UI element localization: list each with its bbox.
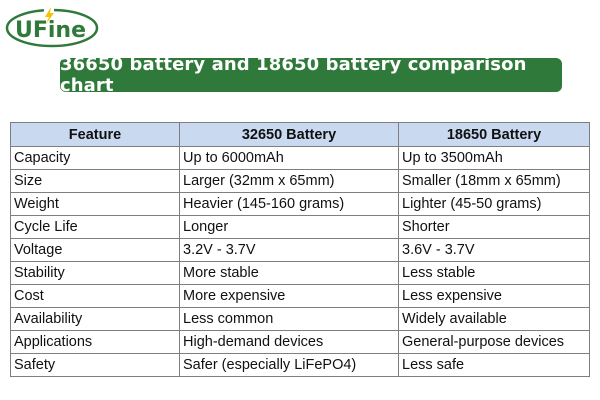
table-row: Weight Heavier (145-160 grams) Lighter (… <box>10 192 590 216</box>
battery-32650-cell: Up to 6000mAh <box>179 146 399 170</box>
battery-18650-cell: General-purpose devices <box>398 330 590 354</box>
battery-18650-cell: Widely available <box>398 307 590 331</box>
battery-18650-cell: Shorter <box>398 215 590 239</box>
feature-cell: Safety <box>10 353 180 377</box>
table-row: Stability More stable Less stable <box>10 261 590 285</box>
battery-32650-cell: Heavier (145-160 grams) <box>179 192 399 216</box>
battery-32650-cell: More stable <box>179 261 399 285</box>
feature-cell: Size <box>10 169 180 193</box>
table-row: Voltage 3.2V - 3.7V 3.6V - 3.7V <box>10 238 590 262</box>
feature-cell: Applications <box>10 330 180 354</box>
header-feature: Feature <box>10 122 180 147</box>
battery-18650-cell: Up to 3500mAh <box>398 146 590 170</box>
battery-32650-cell: More expensive <box>179 284 399 308</box>
feature-cell: Weight <box>10 192 180 216</box>
battery-18650-cell: Less stable <box>398 261 590 285</box>
logo-text: UFine <box>15 18 86 43</box>
feature-cell: Cycle Life <box>10 215 180 239</box>
table-row: Cost More expensive Less expensive <box>10 284 590 308</box>
header-18650: 18650 Battery <box>398 122 590 147</box>
battery-32650-cell: Less common <box>179 307 399 331</box>
battery-18650-cell: Less safe <box>398 353 590 377</box>
table-row: Capacity Up to 6000mAh Up to 3500mAh <box>10 146 590 170</box>
page-title: 36650 battery and 18650 battery comparis… <box>60 54 527 96</box>
feature-cell: Voltage <box>10 238 180 262</box>
table-row: Safety Safer (especially LiFePO4) Less s… <box>10 353 590 377</box>
table-row: Cycle Life Longer Shorter <box>10 215 590 239</box>
title-banner: 36650 battery and 18650 battery comparis… <box>60 54 562 96</box>
table-row: Size Larger (32mm x 65mm) Smaller (18mm … <box>10 169 590 193</box>
lightning-bolt-icon <box>45 7 54 24</box>
feature-cell: Capacity <box>10 146 180 170</box>
battery-32650-cell: Larger (32mm x 65mm) <box>179 169 399 193</box>
battery-18650-cell: Lighter (45-50 grams) <box>398 192 590 216</box>
ufine-logo-graphic: UFine <box>5 7 99 48</box>
battery-32650-cell: Safer (especially LiFePO4) <box>179 353 399 377</box>
table-row: Applications High-demand devices General… <box>10 330 590 354</box>
battery-18650-cell: 3.6V - 3.7V <box>398 238 590 262</box>
battery-18650-cell: Smaller (18mm x 65mm) <box>398 169 590 193</box>
battery-32650-cell: High-demand devices <box>179 330 399 354</box>
ufine-logo: UFine <box>4 4 100 48</box>
table-row: Availability Less common Widely availabl… <box>10 307 590 331</box>
feature-cell: Stability <box>10 261 180 285</box>
feature-cell: Cost <box>10 284 180 308</box>
feature-cell: Availability <box>10 307 180 331</box>
battery-32650-cell: 3.2V - 3.7V <box>179 238 399 262</box>
table-header-row: Feature 32650 Battery 18650 Battery <box>10 122 590 147</box>
comparison-table: Feature 32650 Battery 18650 Battery Capa… <box>10 122 590 377</box>
battery-18650-cell: Less expensive <box>398 284 590 308</box>
battery-32650-cell: Longer <box>179 215 399 239</box>
header-32650: 32650 Battery <box>179 122 399 147</box>
